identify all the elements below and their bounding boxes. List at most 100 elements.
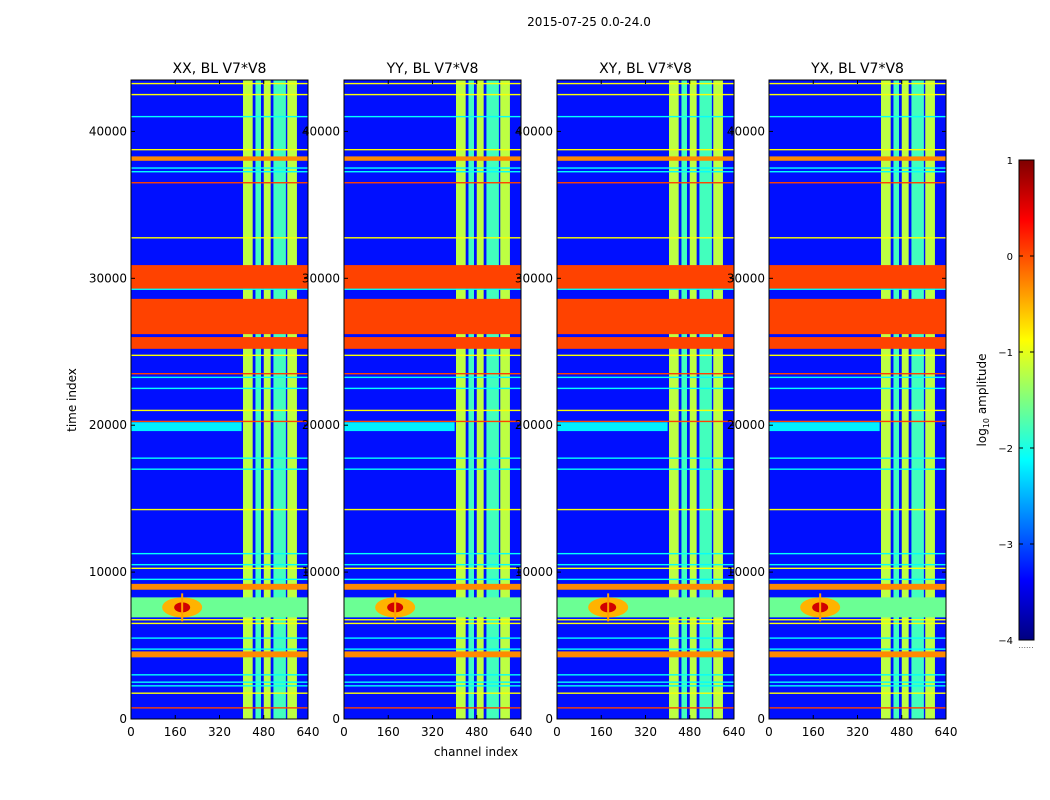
time-stripe: [769, 619, 946, 621]
time-stripe: [344, 563, 521, 566]
time-stripe: [769, 622, 946, 625]
channel-band: [925, 80, 935, 719]
colorbar-tick-label: −3: [998, 540, 1013, 551]
y-tick-label: 0: [332, 712, 340, 726]
saturated-band: [557, 265, 734, 289]
time-stripe: [344, 648, 521, 650]
saturated-band: [131, 337, 308, 349]
y-tick-label: 40000: [727, 124, 765, 138]
time-stripe: [344, 637, 521, 639]
hot-band: [769, 651, 946, 658]
colorbar-tick-label: 1: [1007, 156, 1013, 167]
hot-band: [344, 156, 521, 161]
time-stripe: [769, 552, 946, 555]
hot-band: [769, 583, 946, 590]
time-stripe: [131, 288, 308, 290]
time-stripe: [557, 420, 734, 423]
time-stripe: [344, 578, 521, 581]
y-tick-label: 10000: [515, 565, 553, 579]
channel-band: [500, 80, 510, 719]
time-stripe: [131, 182, 308, 184]
time-stripe: [769, 508, 946, 511]
time-stripe: [131, 93, 308, 96]
x-tick-label: 640: [723, 725, 746, 739]
y-tick-label: 10000: [727, 565, 765, 579]
panel-yx: YX, BL V7*V8 0 160 320 480 640 0 10000 20000 3000…: [727, 61, 958, 739]
time-stripe: [557, 567, 734, 570]
flare-band: [131, 597, 308, 618]
x-tick-label: 640: [935, 725, 958, 739]
panel-title: XX, BL V7*V8: [173, 61, 267, 77]
time-stripe: [557, 648, 734, 650]
time-stripe: [769, 468, 946, 470]
time-stripe: [131, 372, 308, 375]
time-stripe: [557, 115, 734, 118]
time-stripe: [131, 237, 308, 239]
colorbar-extra-label: ......: [1018, 641, 1033, 650]
time-stripe: [344, 409, 521, 412]
time-stripe: [557, 237, 734, 239]
time-stripe: [131, 167, 308, 169]
channel-band: [911, 80, 924, 719]
time-stripe: [557, 622, 734, 625]
x-tick-label: 160: [590, 725, 613, 739]
heatmap-image: [769, 80, 946, 719]
hot-band: [557, 156, 734, 161]
y-tick-label: 10000: [302, 565, 340, 579]
time-stripe: [344, 692, 521, 694]
time-stripe: [131, 692, 308, 694]
flare-spike: [607, 593, 610, 622]
saturated-band: [557, 298, 734, 335]
x-tick-label: 160: [377, 725, 400, 739]
time-stripe: [769, 409, 946, 412]
channel-band: [893, 80, 899, 719]
figure-title: 2015-07-25 0.0-24.0: [527, 15, 651, 29]
channel-band: [901, 80, 909, 719]
time-stripe: [557, 508, 734, 511]
time-stripe: [769, 674, 946, 676]
time-stripe: [131, 552, 308, 555]
colorbar-label-suffix: amplitude: [975, 354, 989, 418]
saturated-band: [769, 337, 946, 349]
saturated-band: [557, 337, 734, 349]
time-stripe: [557, 563, 734, 566]
time-stripe: [131, 567, 308, 570]
time-stripe: [769, 387, 946, 390]
saturated-band: [769, 298, 946, 335]
channel-band: [486, 80, 499, 719]
time-stripe: [131, 387, 308, 390]
hot-band: [557, 651, 734, 658]
x-tick-label: 480: [678, 725, 701, 739]
time-stripe: [344, 420, 521, 423]
colorbar-label: log10 amplitude: [975, 354, 991, 447]
time-stripe: [344, 681, 521, 683]
y-tick-label: 30000: [727, 271, 765, 285]
time-stripe: [344, 567, 521, 570]
time-stripe: [344, 685, 521, 687]
colorbar-tick-label: 0: [1007, 252, 1013, 263]
panels: XX, BL V7*V8 0 160 320 480 640 0 10000 20000 3000…: [89, 61, 958, 739]
channel-band: [669, 80, 679, 719]
y-tick-label: 40000: [89, 124, 127, 138]
time-stripe: [131, 622, 308, 625]
colorbar-label-subscript: 10: [982, 418, 991, 428]
channel-band: [881, 80, 891, 719]
time-stripe: [344, 148, 521, 151]
panel-xx: XX, BL V7*V8 0 160 320 480 640 0 10000 20000 3000…: [89, 61, 320, 739]
time-stripe: [344, 237, 521, 239]
time-stripe: [557, 171, 734, 173]
x-tick-label: 480: [252, 725, 275, 739]
y-tick-label: 30000: [89, 271, 127, 285]
time-stripe: [557, 288, 734, 290]
hot-band: [344, 583, 521, 590]
y-tick-label: 40000: [515, 124, 553, 138]
time-stripe: [769, 167, 946, 169]
time-stripe: [344, 619, 521, 621]
y-tick-label: 30000: [302, 271, 340, 285]
channel-band: [456, 80, 466, 719]
time-stripe: [344, 376, 521, 379]
y-tick-label: 30000: [515, 271, 553, 285]
time-stripe: [131, 619, 308, 621]
colorbar-tick-label: −1: [998, 348, 1013, 359]
time-stripe: [769, 692, 946, 694]
